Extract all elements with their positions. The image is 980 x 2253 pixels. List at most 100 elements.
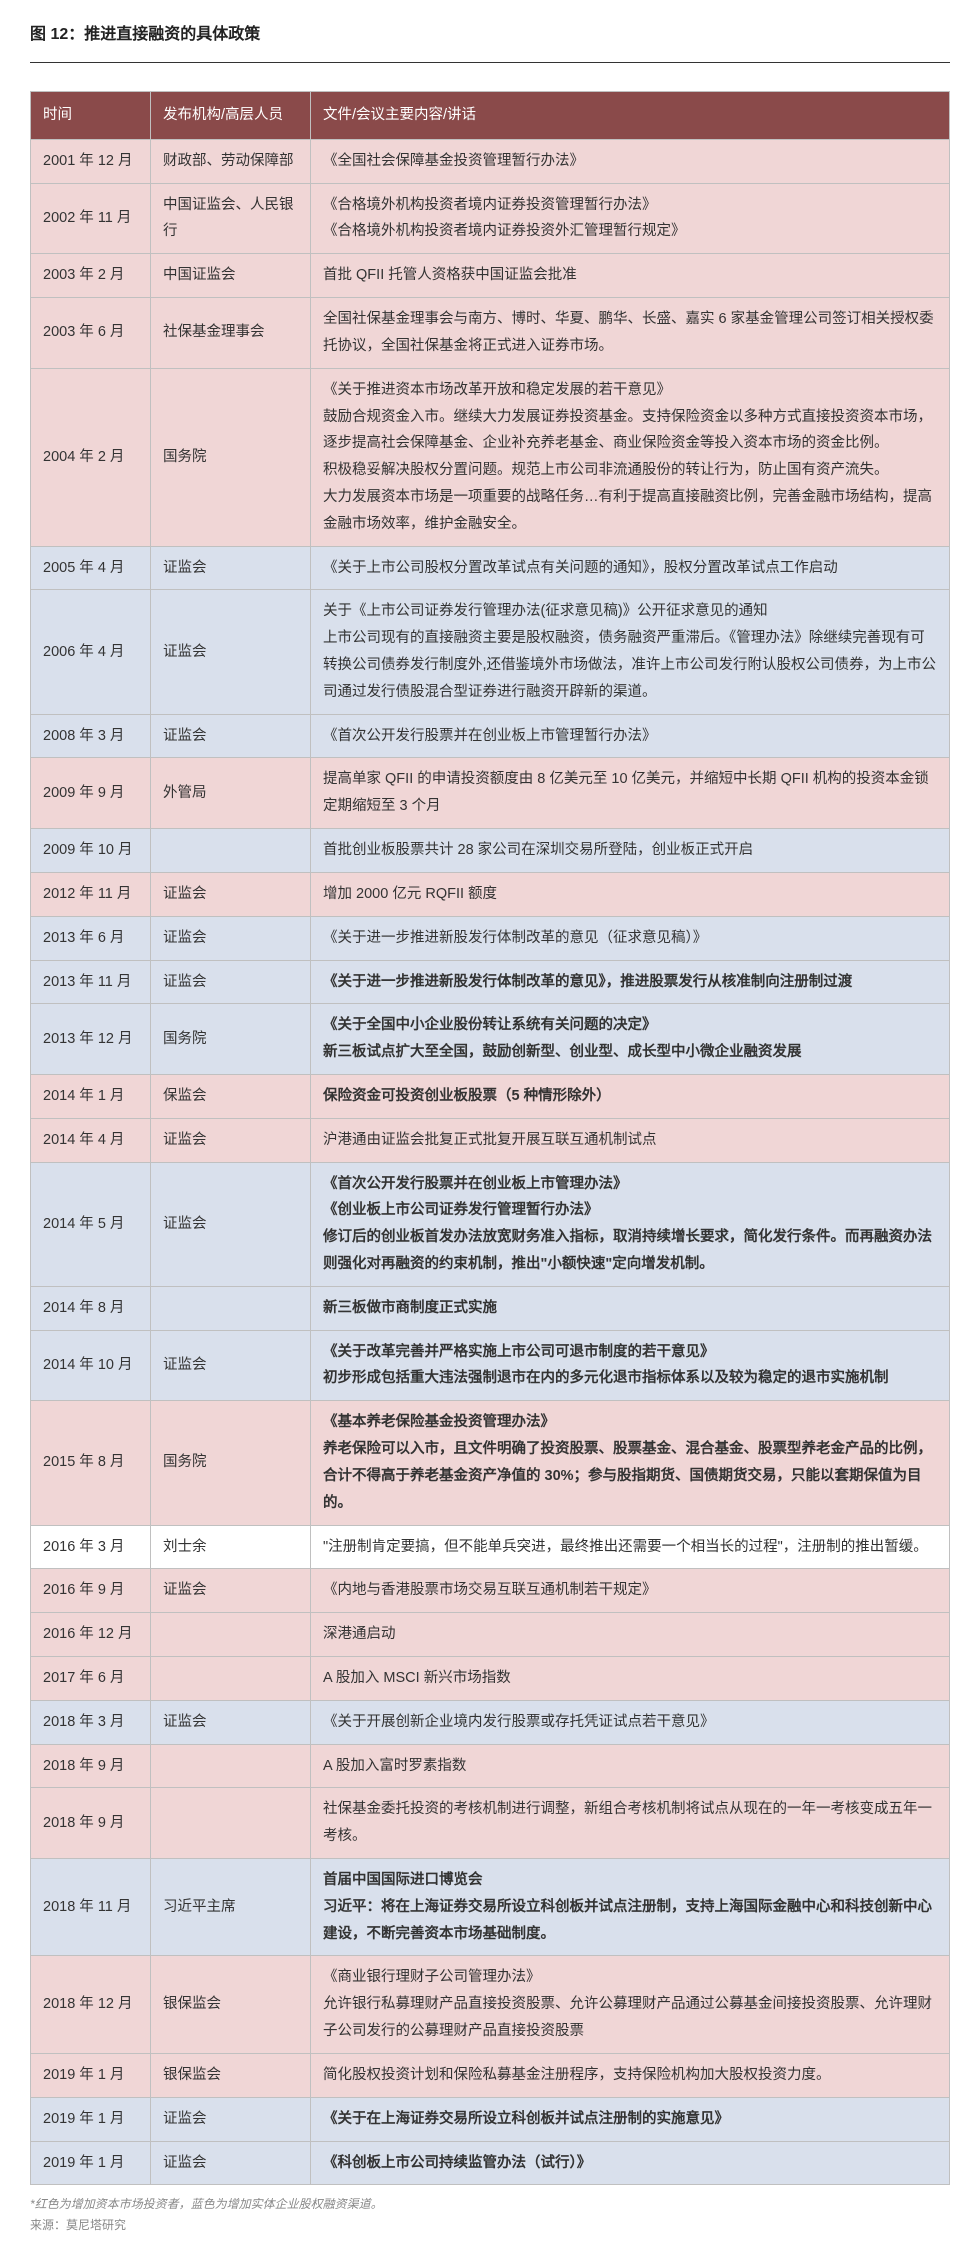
cell-time: 2006 年 4 月: [31, 590, 151, 714]
cell-time: 2015 年 8 月: [31, 1401, 151, 1525]
figure-title: 图 12：推进直接融资的具体政策: [30, 20, 950, 44]
cell-time: 2001 年 12 月: [31, 139, 151, 183]
cell-org: 社保基金理事会: [151, 298, 311, 369]
policy-table: 时间 发布机构/高层人员 文件/会议主要内容/讲话 2001 年 12 月财政部…: [30, 91, 950, 2185]
table-row: 2019 年 1 月银保监会简化股权投资计划和保险私募基金注册程序，支持保险机构…: [31, 2053, 950, 2097]
table-row: 2016 年 9 月证监会《内地与香港股票市场交易互联互通机制若干规定》: [31, 1569, 950, 1613]
cell-org: 证监会: [151, 2097, 311, 2141]
cell-org: [151, 1286, 311, 1330]
cell-org: [151, 1613, 311, 1657]
cell-content: 提高单家 QFII 的申请投资额度由 8 亿美元至 10 亿美元，并缩短中长期 …: [311, 758, 950, 829]
cell-time: 2016 年 3 月: [31, 1525, 151, 1569]
table-row: 2006 年 4 月证监会关于《上市公司证券发行管理办法(征求意见稿)》公开征求…: [31, 590, 950, 714]
cell-org: 国务院: [151, 1004, 311, 1075]
table-row: 2014 年 5 月证监会《首次公开发行股票并在创业板上市管理办法》《创业板上市…: [31, 1162, 950, 1286]
cell-content: 《首次公开发行股票并在创业板上市管理暂行办法》: [311, 714, 950, 758]
table-row: 2009 年 10 月 首批创业板股票共计 28 家公司在深圳交易所登陆，创业板正…: [31, 829, 950, 873]
table-row: 2014 年 10 月证监会《关于改革完善并严格实施上市公司可退市制度的若干意见…: [31, 1330, 950, 1401]
table-body: 2001 年 12 月财政部、劳动保障部《全国社会保障基金投资管理暂行办法》20…: [31, 139, 950, 2185]
cell-org: 保监会: [151, 1074, 311, 1118]
cell-org: 财政部、劳动保障部: [151, 139, 311, 183]
source-label: 来源：莫尼塔研究: [30, 2216, 950, 2233]
table-row: 2018 年 9 月A 股加入富时罗素指数: [31, 1744, 950, 1788]
cell-org: 证监会: [151, 2141, 311, 2185]
cell-org: 中国证监会、人民银行: [151, 183, 311, 254]
cell-time: 2003 年 2 月: [31, 254, 151, 298]
cell-content: A 股加入富时罗素指数: [311, 1744, 950, 1788]
table-row: 2016 年 12 月深港通启动: [31, 1613, 950, 1657]
table-row: 2013 年 11 月证监会《关于进一步推进新股发行体制改革的意见》，推进股票发…: [31, 960, 950, 1004]
cell-content: 《商业银行理财子公司管理办法》允许银行私募理财产品直接投资股票、允许公募理财产品…: [311, 1956, 950, 2053]
cell-time: 2012 年 11 月: [31, 872, 151, 916]
cell-time: 2019 年 1 月: [31, 2053, 151, 2097]
table-row: 2014 年 1 月保监会保险资金可投资创业板股票（5 种情形除外）: [31, 1074, 950, 1118]
cell-content: 《科创板上市公司持续监管办法（试行）》: [311, 2141, 950, 2185]
table-row: 2003 年 6 月社保基金理事会全国社保基金理事会与南方、博时、华夏、鹏华、长…: [31, 298, 950, 369]
table-row: 2015 年 8 月国务院《基本养老保险基金投资管理办法》养老保险可以入市，且文…: [31, 1401, 950, 1525]
table-row: 2018 年 11 月习近平主席首届中国国际进口博览会习近平：将在上海证券交易所…: [31, 1859, 950, 1956]
cell-content: 《关于上市公司股权分置改革试点有关问题的通知》，股权分置改革试点工作启动: [311, 546, 950, 590]
table-row: 2016 年 3 月刘士余"注册制肯定要搞，但不能单兵突进，最终推出还需要一个相…: [31, 1525, 950, 1569]
cell-org: [151, 1744, 311, 1788]
table-header-row: 时间 发布机构/高层人员 文件/会议主要内容/讲话: [31, 92, 950, 140]
cell-org: 证监会: [151, 1569, 311, 1613]
cell-org: 证监会: [151, 546, 311, 590]
table-row: 2018 年 12 月银保监会《商业银行理财子公司管理办法》允许银行私募理财产品…: [31, 1956, 950, 2053]
cell-content: "注册制肯定要搞，但不能单兵突进，最终推出还需要一个相当长的过程"，注册制的推出…: [311, 1525, 950, 1569]
cell-content: 《关于开展创新企业境内发行股票或存托凭证试点若干意见》: [311, 1700, 950, 1744]
cell-org: 证监会: [151, 590, 311, 714]
cell-time: 2019 年 1 月: [31, 2097, 151, 2141]
cell-content: 首批 QFII 托管人资格获中国证监会批准: [311, 254, 950, 298]
cell-time: 2009 年 10 月: [31, 829, 151, 873]
cell-content: 深港通启动: [311, 1613, 950, 1657]
cell-time: 2018 年 3 月: [31, 1700, 151, 1744]
cell-time: 2013 年 12 月: [31, 1004, 151, 1075]
table-row: 2019 年 1 月证监会《科创板上市公司持续监管办法（试行）》: [31, 2141, 950, 2185]
table-row: 2014 年 8 月 新三板做市商制度正式实施: [31, 1286, 950, 1330]
cell-content: 首批创业板股票共计 28 家公司在深圳交易所登陆，创业板正式开启: [311, 829, 950, 873]
cell-time: 2018 年 11 月: [31, 1859, 151, 1956]
cell-content: 保险资金可投资创业板股票（5 种情形除外）: [311, 1074, 950, 1118]
cell-content: 《关于全国中小企业股份转让系统有关问题的决定》新三板试点扩大至全国，鼓励创新型、…: [311, 1004, 950, 1075]
cell-time: 2014 年 5 月: [31, 1162, 151, 1286]
footnote: *红色为增加资本市场投资者，蓝色为增加实体企业股权融资渠道。: [30, 2195, 950, 2212]
table-row: 2019 年 1 月证监会《关于在上海证券交易所设立科创板并试点注册制的实施意见…: [31, 2097, 950, 2141]
cell-org: 国务院: [151, 368, 311, 546]
cell-content: 《关于改革完善并严格实施上市公司可退市制度的若干意见》初步形成包括重大违法强制退…: [311, 1330, 950, 1401]
cell-org: 证监会: [151, 1118, 311, 1162]
table-row: 2009 年 9 月外管局提高单家 QFII 的申请投资额度由 8 亿美元至 1…: [31, 758, 950, 829]
cell-org: [151, 1656, 311, 1700]
cell-content: 《合格境外机构投资者境内证券投资管理暂行办法》《合格境外机构投资者境内证券投资外…: [311, 183, 950, 254]
cell-content: 新三板做市商制度正式实施: [311, 1286, 950, 1330]
table-row: 2018 年 3 月证监会《关于开展创新企业境内发行股票或存托凭证试点若干意见》: [31, 1700, 950, 1744]
cell-org: 证监会: [151, 1700, 311, 1744]
cell-org: 习近平主席: [151, 1859, 311, 1956]
cell-content: 《关于在上海证券交易所设立科创板并试点注册制的实施意见》: [311, 2097, 950, 2141]
cell-content: 简化股权投资计划和保险私募基金注册程序，支持保险机构加大股权投资力度。: [311, 2053, 950, 2097]
cell-org: 证监会: [151, 916, 311, 960]
table-row: 2017 年 6 月A 股加入 MSCI 新兴市场指数: [31, 1656, 950, 1700]
cell-time: 2014 年 10 月: [31, 1330, 151, 1401]
cell-time: 2013 年 11 月: [31, 960, 151, 1004]
cell-time: 2019 年 1 月: [31, 2141, 151, 2185]
cell-time: 2003 年 6 月: [31, 298, 151, 369]
cell-content: 社保基金委托投资的考核机制进行调整，新组合考核机制将试点从现在的一年一考核变成五…: [311, 1788, 950, 1859]
header-time: 时间: [31, 92, 151, 140]
table-row: 2013 年 12 月国务院《关于全国中小企业股份转让系统有关问题的决定》新三板…: [31, 1004, 950, 1075]
title-underline: [30, 62, 950, 63]
cell-content: 增加 2000 亿元 RQFII 额度: [311, 872, 950, 916]
cell-content: 《基本养老保险基金投资管理办法》养老保险可以入市，且文件明确了投资股票、股票基金…: [311, 1401, 950, 1525]
cell-time: 2014 年 8 月: [31, 1286, 151, 1330]
table-row: 2008 年 3 月证监会《首次公开发行股票并在创业板上市管理暂行办法》: [31, 714, 950, 758]
cell-content: 全国社保基金理事会与南方、博时、华夏、鹏华、长盛、嘉实 6 家基金管理公司签订相…: [311, 298, 950, 369]
cell-time: 2014 年 4 月: [31, 1118, 151, 1162]
cell-time: 2013 年 6 月: [31, 916, 151, 960]
table-row: 2013 年 6 月证监会《关于进一步推进新股发行体制改革的意见（征求意见稿）》: [31, 916, 950, 960]
cell-org: 外管局: [151, 758, 311, 829]
table-row: 2005 年 4 月证监会《关于上市公司股权分置改革试点有关问题的通知》，股权分…: [31, 546, 950, 590]
table-row: 2003 年 2 月中国证监会首批 QFII 托管人资格获中国证监会批准: [31, 254, 950, 298]
cell-time: 2018 年 9 月: [31, 1788, 151, 1859]
cell-content: 关于《上市公司证券发行管理办法(征求意见稿)》公开征求意见的通知上市公司现有的直…: [311, 590, 950, 714]
cell-content: 《关于推进资本市场改革开放和稳定发展的若干意见》鼓励合规资金入市。继续大力发展证…: [311, 368, 950, 546]
cell-content: 《关于进一步推进新股发行体制改革的意见》，推进股票发行从核准制向注册制过渡: [311, 960, 950, 1004]
